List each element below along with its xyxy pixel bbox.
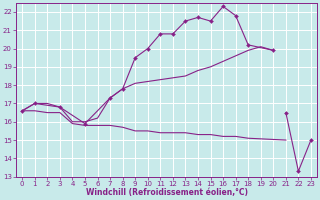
- X-axis label: Windchill (Refroidissement éolien,°C): Windchill (Refroidissement éolien,°C): [85, 188, 248, 197]
